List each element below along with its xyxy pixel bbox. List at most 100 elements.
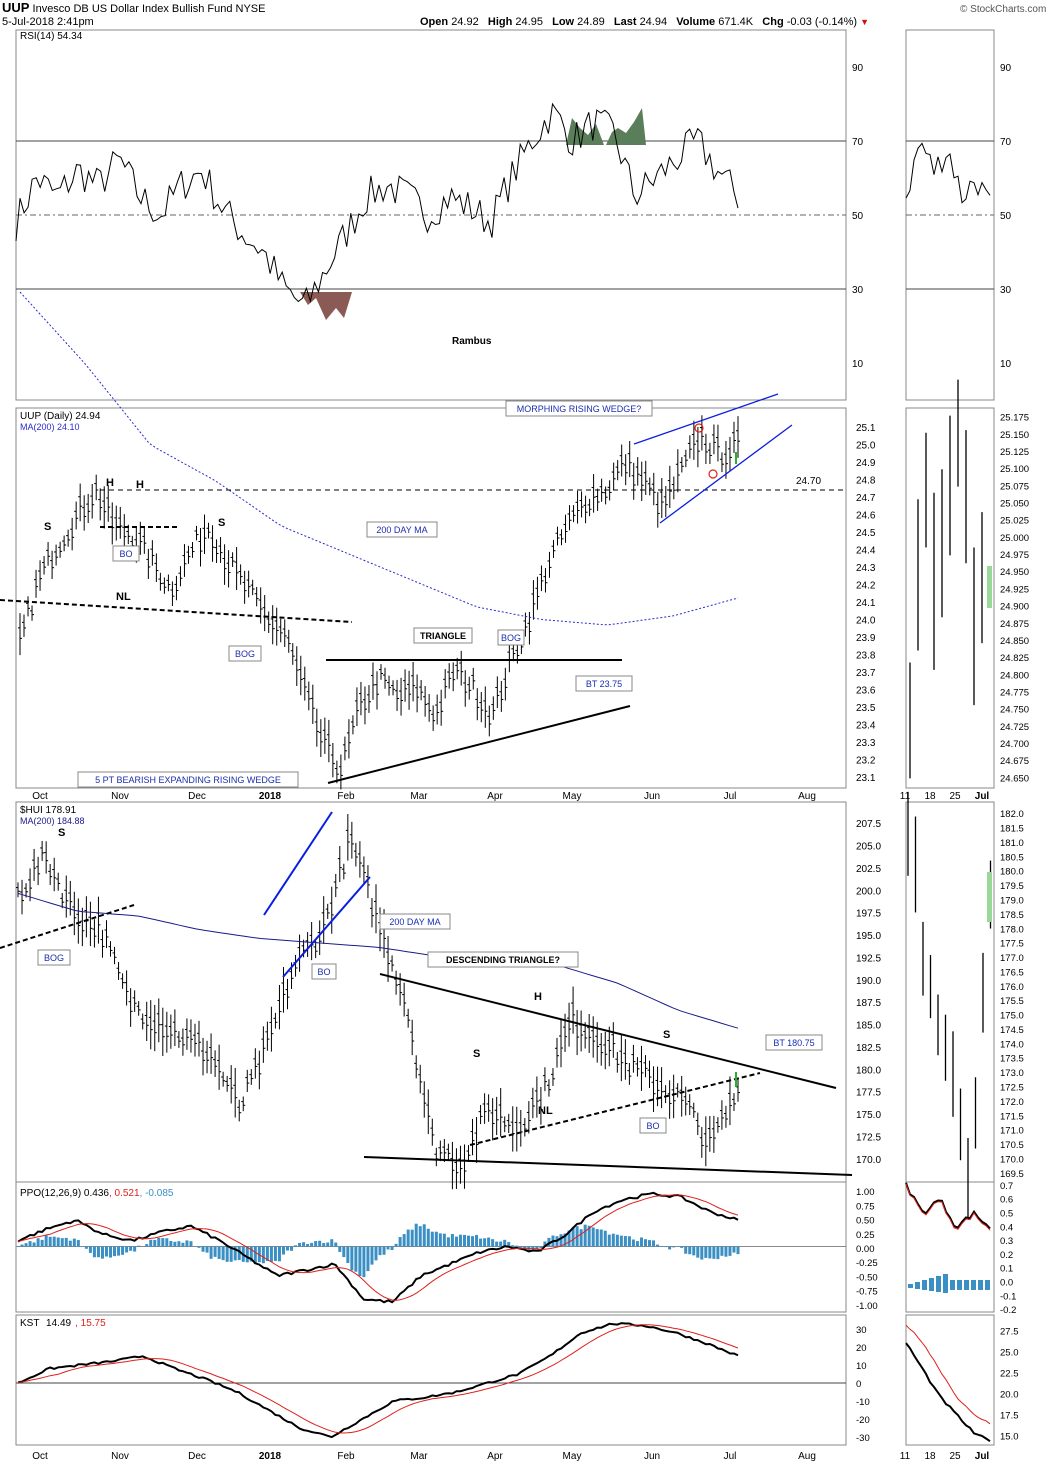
ppo-histogram-bar [237,1246,241,1261]
hui-tick-label: 202.5 [856,864,881,875]
uup-side-tick-label: 24.875 [1000,619,1029,630]
fund-name: Invesco DB US Dollar Index Bullish Fund [32,3,233,15]
ppo-histogram-bar [503,1239,507,1247]
side-last-bar [987,566,992,608]
uup-side-tick-label: 24.900 [1000,602,1029,613]
kst-title: KST 14.49, 15.75 [20,1318,106,1329]
ppo-histogram-bar [519,1246,523,1248]
hui-tick-label: 172.5 [856,1132,881,1143]
kst-side-tick-label: 22.5 [1000,1369,1019,1380]
ppo-histogram-bar [571,1227,575,1247]
ppo-histogram-bar [342,1246,346,1258]
hui-side-tick-label: 174.5 [1000,1025,1024,1036]
hui-ma-label: MA(200) 184.88 [20,816,85,826]
ppo-histogram-bar [265,1246,269,1261]
uup-tick-label: 24.4 [856,545,876,556]
quote-bar: Open 24.92 High 24.95 Low 24.89 Last 24.… [420,16,869,28]
x-axis-label: 2018 [259,1451,282,1462]
ppo-histogram-bar [201,1246,205,1252]
uup-tick-label: 24.1 [856,598,876,609]
uup-bog-left-annotation-box [228,645,262,662]
ppo-histogram-bar [197,1246,201,1248]
ppo-side-histogram-bar [971,1280,976,1290]
ppo-histogram-bar [619,1235,623,1247]
ppo-histogram-bar [563,1233,567,1247]
uup-tick-label: 23.1 [856,773,876,784]
ppo-histogram-bar [442,1233,446,1247]
x-axis-label: Feb [337,791,355,802]
rsi-side-tick-label: 50 [1000,211,1012,222]
hui-bt-annotation: BT 180.75 [773,1038,814,1048]
ppo-histogram-bar [684,1246,688,1254]
hui-bo-right-annotation-box [639,1117,667,1134]
kst-side-tick-label: 15.0 [1000,1432,1019,1443]
kst-side-tick-label: 20.0 [1000,1390,1019,1401]
ppo-tick-label: 0.75 [856,1201,875,1212]
kst-panel-frame [15,1314,847,1446]
uup-tick-label: 23.4 [856,721,876,732]
rsi-overbought-fill [606,108,646,145]
ppo-histogram-bar [648,1240,652,1247]
ppo-side-tick-label: 0.4 [1000,1222,1013,1233]
hui-triangle-bottom [363,1156,853,1176]
ppo-histogram-bar [277,1246,281,1262]
ppo-histogram-bar [314,1241,318,1247]
ppo-histogram-bar [475,1234,479,1247]
ppo-histogram-bar [736,1246,740,1255]
ppo-histogram-bar [173,1241,177,1247]
ppo-histogram-bar [712,1246,716,1259]
ppo-histogram-bar [229,1246,233,1262]
hui-s-label: S [663,1029,670,1041]
ppo-histogram-bar [213,1246,217,1257]
ppo-histogram-bar [402,1234,406,1247]
hui-triangle-annotation-box [427,951,579,968]
kst-side-tick-label: 27.5 [1000,1327,1019,1338]
ppo-panel-side-frame [905,1181,995,1313]
ppo-tick-label: 0.25 [856,1230,875,1241]
uup-tick-label: 24.8 [856,475,876,486]
ppo-histogram-bar [716,1246,720,1260]
low-label: Low [552,16,575,28]
ppo-histogram-bar [185,1240,189,1247]
hui-side-tick-label: 182.0 [1000,809,1024,820]
uup-wedge-annotation: MORPHING RISING WEDGE? [517,404,642,414]
ppo-side-histogram-bar [929,1278,934,1291]
ppo-histogram-bar [294,1245,298,1247]
hui-bo-right-annotation: BO [646,1121,659,1131]
header-datetime: 5-Jul-2018 2:41pm [2,16,94,28]
hui-tick-label: 205.0 [856,842,881,853]
ppo-histogram-bar [643,1239,647,1247]
hui-wedge-top [263,811,333,916]
ppo-histogram-bar [462,1234,466,1247]
hui-s-label: S [58,827,65,839]
kst-tick-label: 10 [856,1361,867,1372]
hui-ma200-line [17,892,739,1029]
hui-side-tick-label: 179.5 [1000,881,1024,892]
ppo-histogram-bar [515,1245,519,1247]
ppo-histogram-bar [318,1240,322,1247]
hui-side-tick-label: 176.5 [1000,967,1024,978]
ppo-histogram-bar [523,1246,527,1249]
ppo-histogram-bar [635,1241,639,1247]
ppo-histogram-bar [56,1237,60,1247]
x-axis-label: Jul [724,1451,737,1462]
ppo-histogram-bar [499,1241,503,1247]
ppo-histogram-bar [269,1246,273,1262]
x-axis-label: Apr [487,791,503,802]
ppo-histogram-bar [692,1246,696,1256]
uup-side-tick-label: 25.100 [1000,464,1029,475]
ppo-histogram-bar [450,1234,454,1247]
hui-side-tick-label: 177.0 [1000,953,1024,964]
ppo-histogram-bar [547,1237,551,1247]
rsi-title: RSI(14) 54.34 [20,31,83,42]
ppo-side-histogram-bar [964,1280,969,1290]
ppo-histogram-bar [137,1245,141,1247]
rsi-side-tick-label: 10 [1000,359,1012,370]
ppo-histogram-bar [627,1236,631,1247]
uup-side-tick-label: 25.150 [1000,430,1029,441]
ppo-histogram-bar [334,1242,338,1247]
uup-side-tick-label: 24.750 [1000,705,1029,716]
ppo-histogram-bar [414,1223,418,1247]
ppo-side-tick-label: -0.1 [1000,1291,1016,1302]
